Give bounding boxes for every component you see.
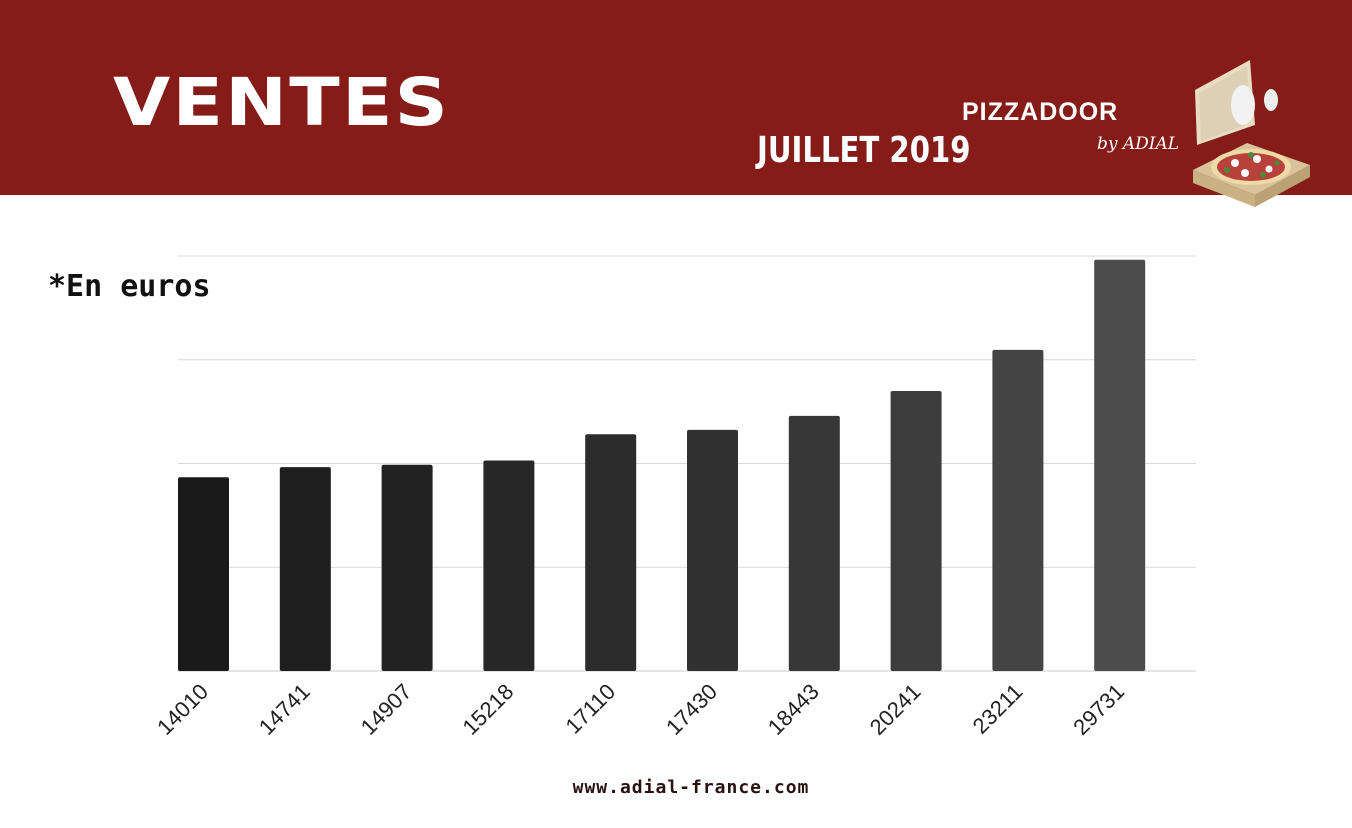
pizza-box-icon — [1193, 60, 1310, 207]
brand-logo: PIZZADOOR by ADIAL — [962, 100, 1182, 170]
x-tick-label: 18443 — [763, 679, 824, 740]
bar-14741 — [279, 467, 331, 671]
brand-name: PIZZADOOR — [962, 98, 1119, 126]
bar-14907 — [381, 464, 433, 671]
unit-note: *En euros — [48, 269, 211, 304]
x-tick-label: 14741 — [254, 679, 315, 740]
brand-subtitle: by ADIAL — [1097, 134, 1180, 154]
x-tick-label: 14010 — [152, 679, 213, 740]
bar-20241 — [890, 390, 942, 671]
x-tick-label: 17110 — [560, 679, 620, 739]
x-tick-label: 17430 — [661, 679, 722, 740]
footer-url[interactable]: www.adial-france.com — [572, 777, 810, 798]
x-tick-label: 29731 — [1068, 679, 1129, 740]
bar-18443 — [788, 415, 840, 671]
header-banner: VENTES JUILLET 2019 PIZZADOOR by ADIAL — [0, 0, 1352, 207]
bar-15218 — [483, 460, 535, 671]
bar-29731 — [1094, 259, 1146, 671]
page-title: VENTES — [113, 64, 451, 141]
bar-17110 — [585, 434, 637, 671]
x-tick-label: 15218 — [457, 679, 518, 740]
bar-17430 — [687, 429, 738, 671]
x-tick-label: 20241 — [865, 679, 926, 740]
bar-chart: 14010 14741 14907 15218 17110 17430 18443 20241… — [152, 255, 1196, 740]
x-tick-label: 14907 — [356, 679, 417, 740]
period-label: JUILLET 2019 — [757, 130, 971, 171]
bar-14010 — [178, 477, 229, 671]
bar-23211 — [992, 349, 1044, 671]
x-tick-label: 23211 — [968, 679, 1028, 739]
